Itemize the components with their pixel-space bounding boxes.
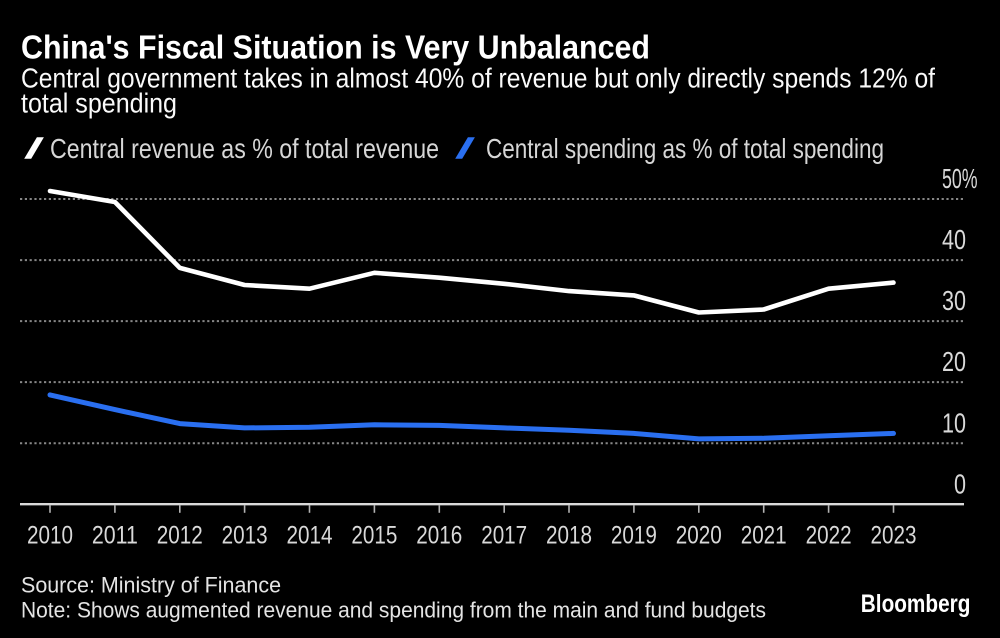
svg-text:50%: 50% (942, 163, 978, 194)
svg-text:2018: 2018 (546, 522, 592, 550)
svg-text:2015: 2015 (351, 522, 397, 550)
svg-text:2016: 2016 (416, 522, 462, 550)
svg-text:Central government takes in al: Central government takes in almost 40% o… (21, 62, 935, 93)
svg-text:0: 0 (954, 468, 966, 499)
svg-text:Note: Shows augmented revenue: Note: Shows augmented revenue and spendi… (21, 597, 766, 622)
svg-text:2017: 2017 (481, 522, 527, 550)
svg-text:Central revenue as % of total: Central revenue as % of total revenue (50, 133, 439, 164)
svg-text:Source: Ministry of Finance: Source: Ministry of Finance (21, 573, 281, 598)
svg-text:2010: 2010 (27, 522, 73, 550)
svg-text:30: 30 (942, 285, 966, 316)
svg-text:total spending: total spending (21, 87, 177, 118)
svg-text:2020: 2020 (676, 522, 722, 550)
svg-text:2019: 2019 (611, 522, 657, 550)
svg-text:2013: 2013 (222, 522, 268, 550)
svg-text:20: 20 (942, 346, 966, 377)
svg-text:Bloomberg: Bloomberg (861, 590, 971, 618)
svg-text:China's Fiscal Situation is Ve: China's Fiscal Situation is Very Unbalan… (21, 29, 650, 66)
svg-text:2012: 2012 (157, 522, 203, 550)
svg-text:40: 40 (942, 224, 966, 255)
svg-text:2022: 2022 (806, 522, 852, 550)
svg-text:2021: 2021 (741, 522, 787, 550)
svg-text:2023: 2023 (871, 522, 917, 550)
svg-text:2014: 2014 (287, 522, 333, 550)
svg-text:10: 10 (942, 407, 966, 438)
svg-text:2011: 2011 (92, 522, 138, 550)
svg-text:Central spending as % of total: Central spending as % of total spending (486, 133, 884, 164)
